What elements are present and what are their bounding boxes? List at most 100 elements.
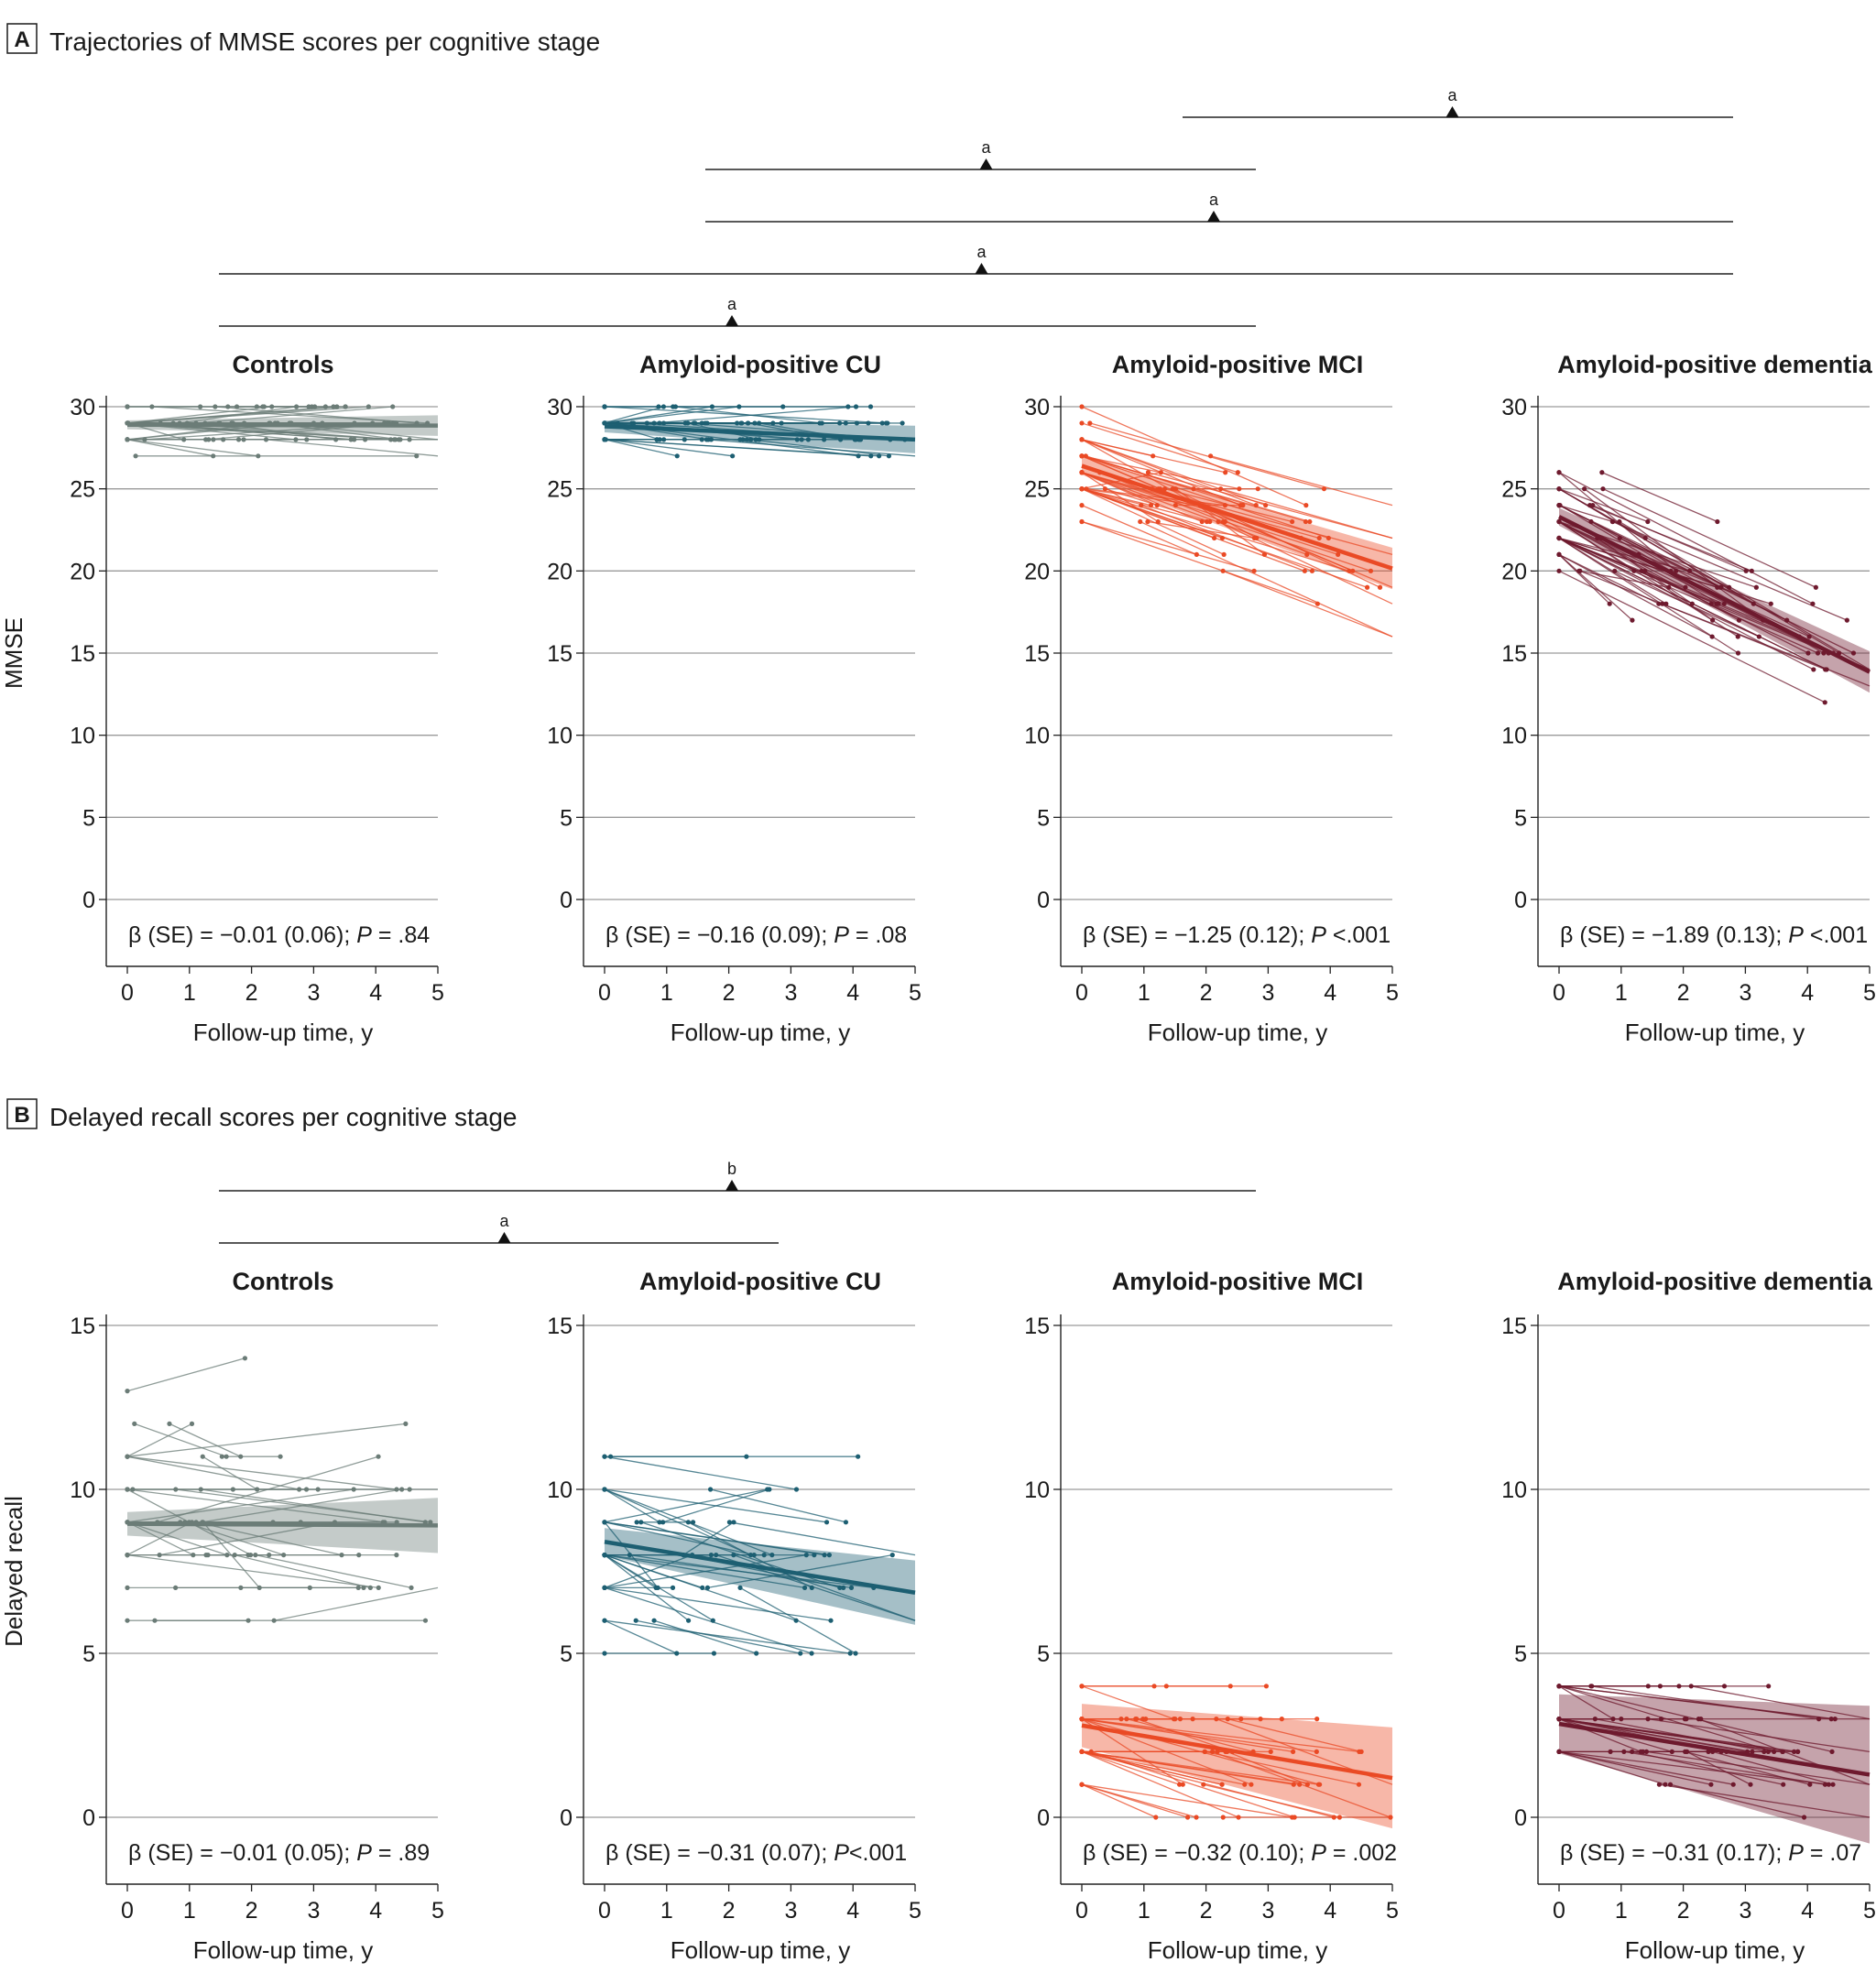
x-tick-label: 2 (245, 980, 258, 1006)
trajectory-point (730, 453, 736, 459)
trajectory-point (394, 1553, 399, 1558)
panel-label: B (14, 1103, 29, 1128)
trajectory-point (817, 420, 823, 426)
trajectory-point (602, 1454, 607, 1459)
trajectory-point (879, 420, 885, 426)
trajectory-point (700, 1585, 705, 1590)
trajectory-point (399, 1487, 405, 1492)
y-tick-label: 30 (547, 395, 573, 420)
trajectory-line (151, 406, 428, 424)
trajectory-point (809, 1651, 814, 1656)
trajectory-line (1659, 1783, 1871, 1818)
trajectory-line (604, 1619, 677, 1654)
stat-p-value: <.001 (1804, 922, 1868, 948)
trajectory-point (242, 1356, 248, 1361)
trajectory-line (1712, 1750, 1834, 1785)
trajectory-point (1556, 1749, 1562, 1754)
x-tick-label: 4 (369, 980, 382, 1006)
trajectory-line (1081, 1685, 1174, 1720)
trajectory-line (1081, 1717, 1317, 1753)
trajectory-point (125, 1454, 130, 1459)
x-tick-label: 3 (1261, 1898, 1274, 1924)
trajectory-point (828, 1618, 834, 1623)
trajectory-line (1559, 505, 1672, 572)
x-tick-label: 3 (784, 1898, 797, 1924)
x-tick-label: 0 (1075, 1898, 1088, 1924)
trajectory-point (315, 1487, 321, 1492)
trajectory-line (604, 1554, 657, 1588)
significance-bracket: a (219, 295, 1256, 327)
trajectory-line (202, 1488, 402, 1523)
trajectory-line (1105, 488, 1210, 523)
trajectory-line (1081, 472, 1338, 556)
x-tick-label: 0 (598, 1898, 611, 1924)
trajectory-point (1822, 700, 1827, 705)
trajectory-point (793, 1487, 800, 1492)
trajectory-point (889, 1553, 895, 1558)
significance-bracket: a (219, 1212, 779, 1244)
trajectory-point (1237, 486, 1242, 492)
trajectory-point (812, 1553, 817, 1558)
trajectory-line (604, 1521, 755, 1556)
trajectory-point (1079, 1749, 1085, 1754)
significance-label: a (499, 1212, 509, 1230)
fitted-line (604, 424, 916, 442)
trajectory-point (1171, 1717, 1177, 1722)
x-tick-label: 0 (1553, 1898, 1565, 1924)
x-axis-label: Follow-up time, y (1148, 1019, 1328, 1046)
trajectory-point (1184, 1815, 1191, 1820)
trajectory-point (1832, 1717, 1838, 1722)
trajectory-point (1151, 453, 1156, 459)
trajectory-point (1145, 470, 1151, 475)
trajectory-line (126, 1423, 406, 1457)
trajectory-line (184, 1521, 284, 1556)
trajectory-point (886, 453, 892, 459)
trajectory-line (1147, 520, 1255, 540)
trajectory-point (1079, 1782, 1085, 1787)
trajectory-point (607, 1454, 614, 1459)
y-tick-label: 15 (1501, 641, 1527, 667)
trajectory-point (1309, 568, 1315, 573)
trajectory-line (604, 439, 678, 457)
stat-beta: β (SE) = −1.25 (0.12); (1083, 922, 1311, 948)
y-tick-label: 15 (1024, 1314, 1050, 1339)
trajectory-line (604, 1586, 832, 1621)
trajectory-line (126, 1521, 228, 1556)
y-tick-label: 10 (547, 1477, 573, 1503)
trajectory-point (1079, 437, 1085, 442)
trajectory-line (1081, 455, 1329, 540)
trajectory-point (1556, 486, 1562, 492)
stat-beta: β (SE) = −0.32 (0.10); (1083, 1840, 1311, 1866)
trajectory-line (604, 1488, 660, 1523)
subplot-0: Controls 0 5 10 15 20 25 30 0 1 2 3 4 5 Follow-up time… (70, 351, 444, 1046)
x-tick-label: 5 (909, 1898, 922, 1924)
trajectory-line (126, 1553, 379, 1589)
trajectory-point (802, 1585, 808, 1590)
trajectory-point (1321, 486, 1327, 492)
x-axis-label: Follow-up time, y (1625, 1019, 1805, 1046)
trajectory-point (1556, 535, 1562, 541)
trajectory-line (1558, 504, 1613, 523)
stat-p-label: P (356, 922, 372, 948)
trajectory-line (604, 1553, 703, 1589)
trajectory-point (1805, 650, 1811, 656)
trajectory-point (602, 437, 607, 442)
stat-p-value: <.001 (849, 1840, 907, 1866)
trajectory-line (1081, 1783, 1292, 1818)
x-tick-label: 4 (1324, 1898, 1336, 1924)
trajectory-point (1645, 518, 1651, 525)
panel-label: A (14, 27, 29, 52)
x-tick-label: 3 (1739, 980, 1751, 1006)
significance-marker (725, 315, 738, 326)
trajectory-line (604, 406, 713, 424)
y-tick-label: 10 (1024, 1477, 1050, 1503)
trajectory-point (394, 1487, 399, 1492)
trajectory-point (744, 1454, 749, 1459)
fitted-line (604, 1540, 916, 1595)
trajectory-line (1081, 472, 1159, 523)
trajectory-line (604, 1586, 813, 1654)
trajectory-line (1558, 1750, 1712, 1785)
trajectory-line (1210, 455, 1393, 507)
stat-annotation: β (SE) = −0.16 (0.09); P = .08 (605, 922, 907, 948)
x-tick-label: 5 (1386, 980, 1399, 1006)
